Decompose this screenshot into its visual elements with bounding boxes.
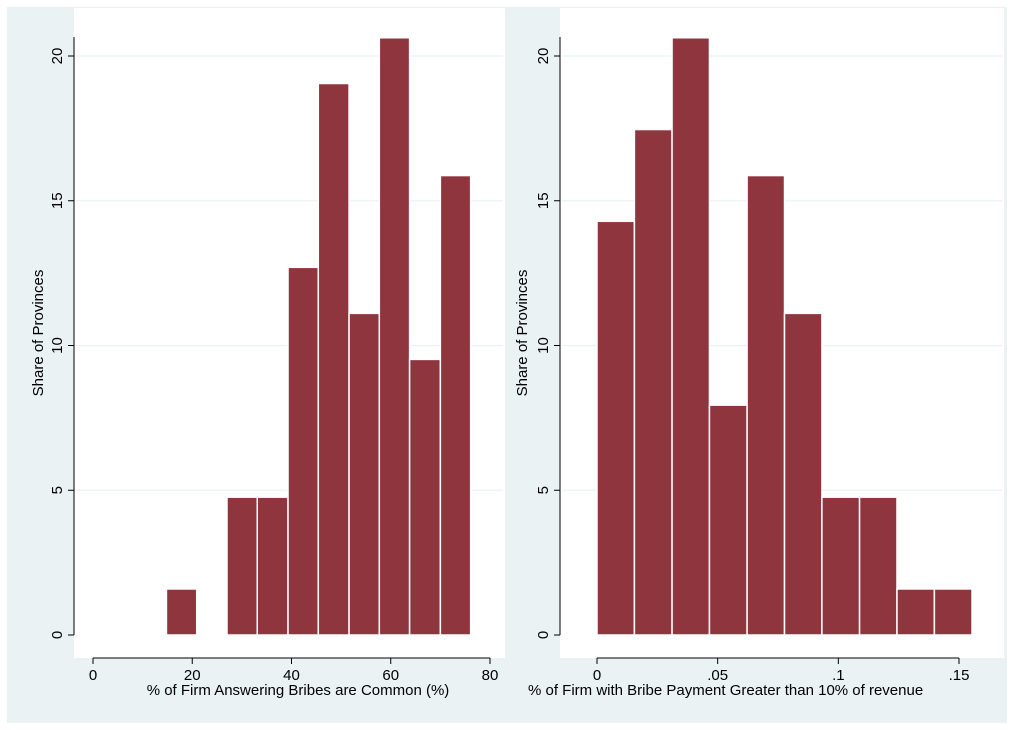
- left-y-axis-label: Share of Provinces: [30, 270, 47, 397]
- left-y-tick-label: 0: [49, 631, 66, 639]
- left-y-tick-label: 15: [49, 192, 66, 209]
- right-histogram-bar: [746, 174, 786, 636]
- left-x-axis-label: % of Firm Answering Bribes are Common (%…: [147, 682, 450, 699]
- right-histogram-bar: [933, 588, 973, 636]
- right-histogram-bar: [896, 588, 936, 636]
- left-y-tick-label: 20: [49, 48, 66, 65]
- left-x-tick-label: 20: [184, 667, 201, 684]
- left-x-tick-label: 0: [89, 667, 97, 684]
- right-y-tick-label: 5: [535, 486, 552, 494]
- right-x-tick-label: 0: [593, 667, 601, 684]
- left-x-tick-label: 60: [382, 667, 399, 684]
- right-histogram-bar: [633, 128, 673, 636]
- left-axes: 0 5 10 15 20 0 20 40 60 80: [49, 37, 498, 684]
- right-x-tick-label: .05: [707, 667, 728, 684]
- right-x-axis-label: % of Firm with Bribe Payment Greater tha…: [528, 682, 923, 699]
- right-histogram-bar: [783, 312, 823, 636]
- right-histogram-bar: [821, 496, 861, 636]
- right-x-tick-label: .15: [949, 667, 970, 684]
- left-histogram-bar: [317, 82, 350, 636]
- left-histogram-bar: [378, 37, 411, 636]
- right-histogram-bar: [671, 37, 711, 636]
- right-histogram-bar: [708, 404, 748, 636]
- right-y-tick-label: 10: [535, 337, 552, 354]
- right-y-tick-label: 20: [535, 48, 552, 65]
- right-axes: 0 5 10 15 20 0 .05 .1 .15: [535, 37, 969, 684]
- left-histogram-bar: [439, 174, 472, 636]
- right-y-tick-label: 15: [535, 192, 552, 209]
- left-bars: [165, 37, 472, 636]
- left-histogram-bar: [256, 496, 289, 636]
- left-histogram-bar: [348, 312, 381, 636]
- right-y-tick-label: 0: [535, 631, 552, 639]
- left-histogram-panel: 0 5 10 15 20 0 20 40 60 80 % of Firm Answering Br…: [30, 8, 505, 699]
- left-histogram-bar: [408, 358, 442, 636]
- right-histogram-bar: [596, 220, 636, 636]
- right-bars: [596, 37, 973, 636]
- left-x-tick-label: 40: [283, 667, 300, 684]
- left-histogram-bar: [287, 266, 320, 636]
- right-x-tick-label: .1: [832, 667, 845, 684]
- right-histogram-panel: 0 5 10 15 20 0 .05 .1 .15 % of Firm with Bribe P…: [514, 8, 1004, 699]
- right-y-axis-label: Share of Provinces: [514, 270, 531, 397]
- left-y-tick-label: 5: [49, 486, 66, 494]
- left-histogram-bar: [226, 496, 259, 636]
- left-y-tick-label: 10: [49, 337, 66, 354]
- right-histogram-bar: [858, 496, 898, 636]
- left-x-tick-label: 80: [482, 667, 499, 684]
- left-histogram-bar: [165, 588, 198, 636]
